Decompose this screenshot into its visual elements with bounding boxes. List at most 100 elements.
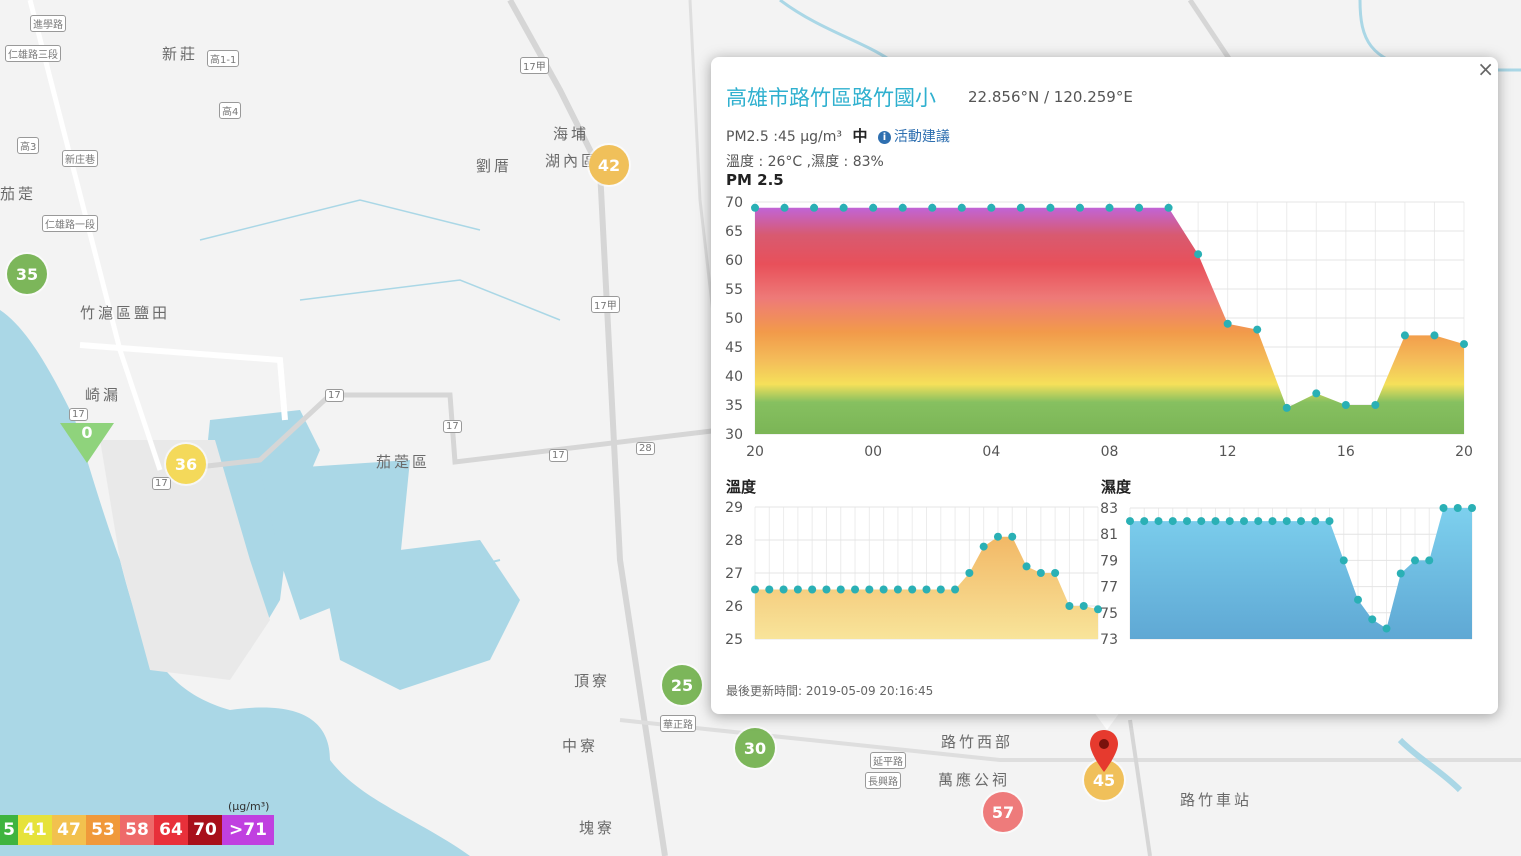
data-point xyxy=(1065,602,1074,610)
info-icon[interactable]: i xyxy=(877,131,891,144)
advice-link[interactable]: 活動建議 xyxy=(893,129,950,145)
data-point xyxy=(1225,517,1234,526)
data-point xyxy=(1396,569,1405,578)
data-point xyxy=(1079,602,1088,610)
data-point xyxy=(869,203,878,212)
legend-item: 58 xyxy=(120,815,154,845)
data-point xyxy=(765,585,774,594)
map-place-label: 萬應公祠 xyxy=(938,771,1011,789)
data-point xyxy=(1197,517,1206,526)
aqi-marker[interactable]: 42 xyxy=(589,145,629,185)
map-place-label: 茄萣區 xyxy=(376,453,431,471)
pm25-value: PM2.5 :45 μg/m³ xyxy=(726,129,842,145)
aqi-marker[interactable]: 25 xyxy=(662,665,702,705)
map-place-label: 17 xyxy=(325,389,344,402)
map-place-label: 延平路 xyxy=(870,752,906,769)
data-point xyxy=(865,585,874,594)
legend-item: 5 xyxy=(0,815,18,845)
pm25-chart-title: PM 2.5 xyxy=(726,171,784,189)
data-point xyxy=(1312,389,1321,398)
legend-item: 47 xyxy=(52,815,86,845)
y-tick-label: 27 xyxy=(725,566,743,582)
series-area xyxy=(755,207,1464,434)
y-tick-label: 45 xyxy=(725,340,743,356)
y-tick-label: 25 xyxy=(725,632,743,648)
data-point xyxy=(1282,403,1291,412)
station-popup: × 高雄市路竹區路竹國小 22.856°N / 120.259°E PM2.5 … xyxy=(711,57,1498,714)
data-point xyxy=(751,203,759,212)
data-point xyxy=(1135,203,1144,212)
data-point xyxy=(928,203,937,212)
series-area xyxy=(1130,508,1472,639)
data-point xyxy=(1008,532,1017,541)
map-place-label: 28 xyxy=(636,442,655,455)
map-place-label: 路竹西部 xyxy=(941,733,1014,751)
data-point xyxy=(1368,615,1377,624)
data-point xyxy=(1425,556,1434,565)
y-tick-label: 70 xyxy=(725,195,743,211)
pm25-status: PM2.5 :45 μg/m³ 中 i 活動建議 xyxy=(726,125,950,146)
data-point xyxy=(851,585,860,594)
station-coords: 22.856°N / 120.259°E xyxy=(968,88,1133,106)
marker-value: 0 xyxy=(81,423,93,442)
data-point xyxy=(1154,517,1163,526)
y-tick-label: 30 xyxy=(725,427,743,443)
aqi-marker[interactable]: 36 xyxy=(166,444,206,484)
location-pin-icon[interactable] xyxy=(1088,729,1120,777)
data-point xyxy=(1371,401,1380,409)
data-point xyxy=(780,203,789,212)
data-point xyxy=(898,203,907,212)
data-point xyxy=(1339,556,1348,565)
legend-item: 64 xyxy=(154,815,188,845)
y-tick-label: 35 xyxy=(725,398,743,414)
aqi-marker[interactable]: 35 xyxy=(7,254,47,294)
map-place-label: 崎漏 xyxy=(85,386,122,404)
y-tick-label: 50 xyxy=(725,311,743,327)
map-place-label: 華正路 xyxy=(660,715,696,732)
pm25-level: 中 xyxy=(852,127,868,145)
data-point xyxy=(1354,595,1362,604)
data-point xyxy=(951,585,960,594)
x-tick-label: 16 xyxy=(1337,444,1355,460)
data-point xyxy=(1311,517,1320,526)
data-point xyxy=(1164,203,1173,212)
data-point xyxy=(1382,624,1391,633)
map-place-label: 竹滬區鹽田 xyxy=(80,304,171,322)
aqi-marker[interactable]: 57 xyxy=(983,792,1023,832)
station-title: 高雄市路竹區路竹國小 xyxy=(726,86,936,110)
data-point xyxy=(808,585,817,594)
data-point xyxy=(1183,517,1191,526)
data-point xyxy=(979,542,988,551)
data-point xyxy=(1400,331,1409,340)
data-point xyxy=(1105,203,1114,212)
data-point xyxy=(1268,517,1277,526)
data-point xyxy=(1016,203,1025,212)
y-tick-label: 28 xyxy=(725,533,743,549)
y-tick-label: 65 xyxy=(725,224,743,240)
aqi-triangle-marker[interactable]: 0 xyxy=(60,423,114,463)
data-point xyxy=(751,585,759,594)
map-place-label: 頂寮 xyxy=(574,672,611,690)
data-point xyxy=(1282,517,1291,526)
map-place-label: 高4 xyxy=(219,102,242,119)
data-point xyxy=(1453,504,1462,512)
data-point xyxy=(1140,517,1149,526)
aqi-marker[interactable]: 30 xyxy=(735,728,775,768)
y-tick-label: 60 xyxy=(725,253,743,269)
temp-chart-title: 溫度 xyxy=(726,478,757,496)
data-point xyxy=(839,203,848,212)
data-point xyxy=(793,585,802,594)
y-tick-label: 81 xyxy=(1100,527,1118,543)
y-tick-label: 73 xyxy=(1100,632,1118,648)
y-tick-label: 75 xyxy=(1100,606,1118,622)
data-point xyxy=(779,585,788,594)
map-place-label: 17 xyxy=(443,420,462,433)
temp-chart: 25 26 27 28 29 xyxy=(725,500,1102,648)
map-place-label: 高3 xyxy=(17,137,40,154)
map-place-label: 仁雄路一段 xyxy=(42,215,98,232)
data-point xyxy=(936,585,945,594)
data-point xyxy=(1194,250,1203,259)
map-place-label: 17 xyxy=(152,477,171,490)
data-point xyxy=(836,585,845,594)
close-button[interactable]: × xyxy=(1477,57,1494,81)
